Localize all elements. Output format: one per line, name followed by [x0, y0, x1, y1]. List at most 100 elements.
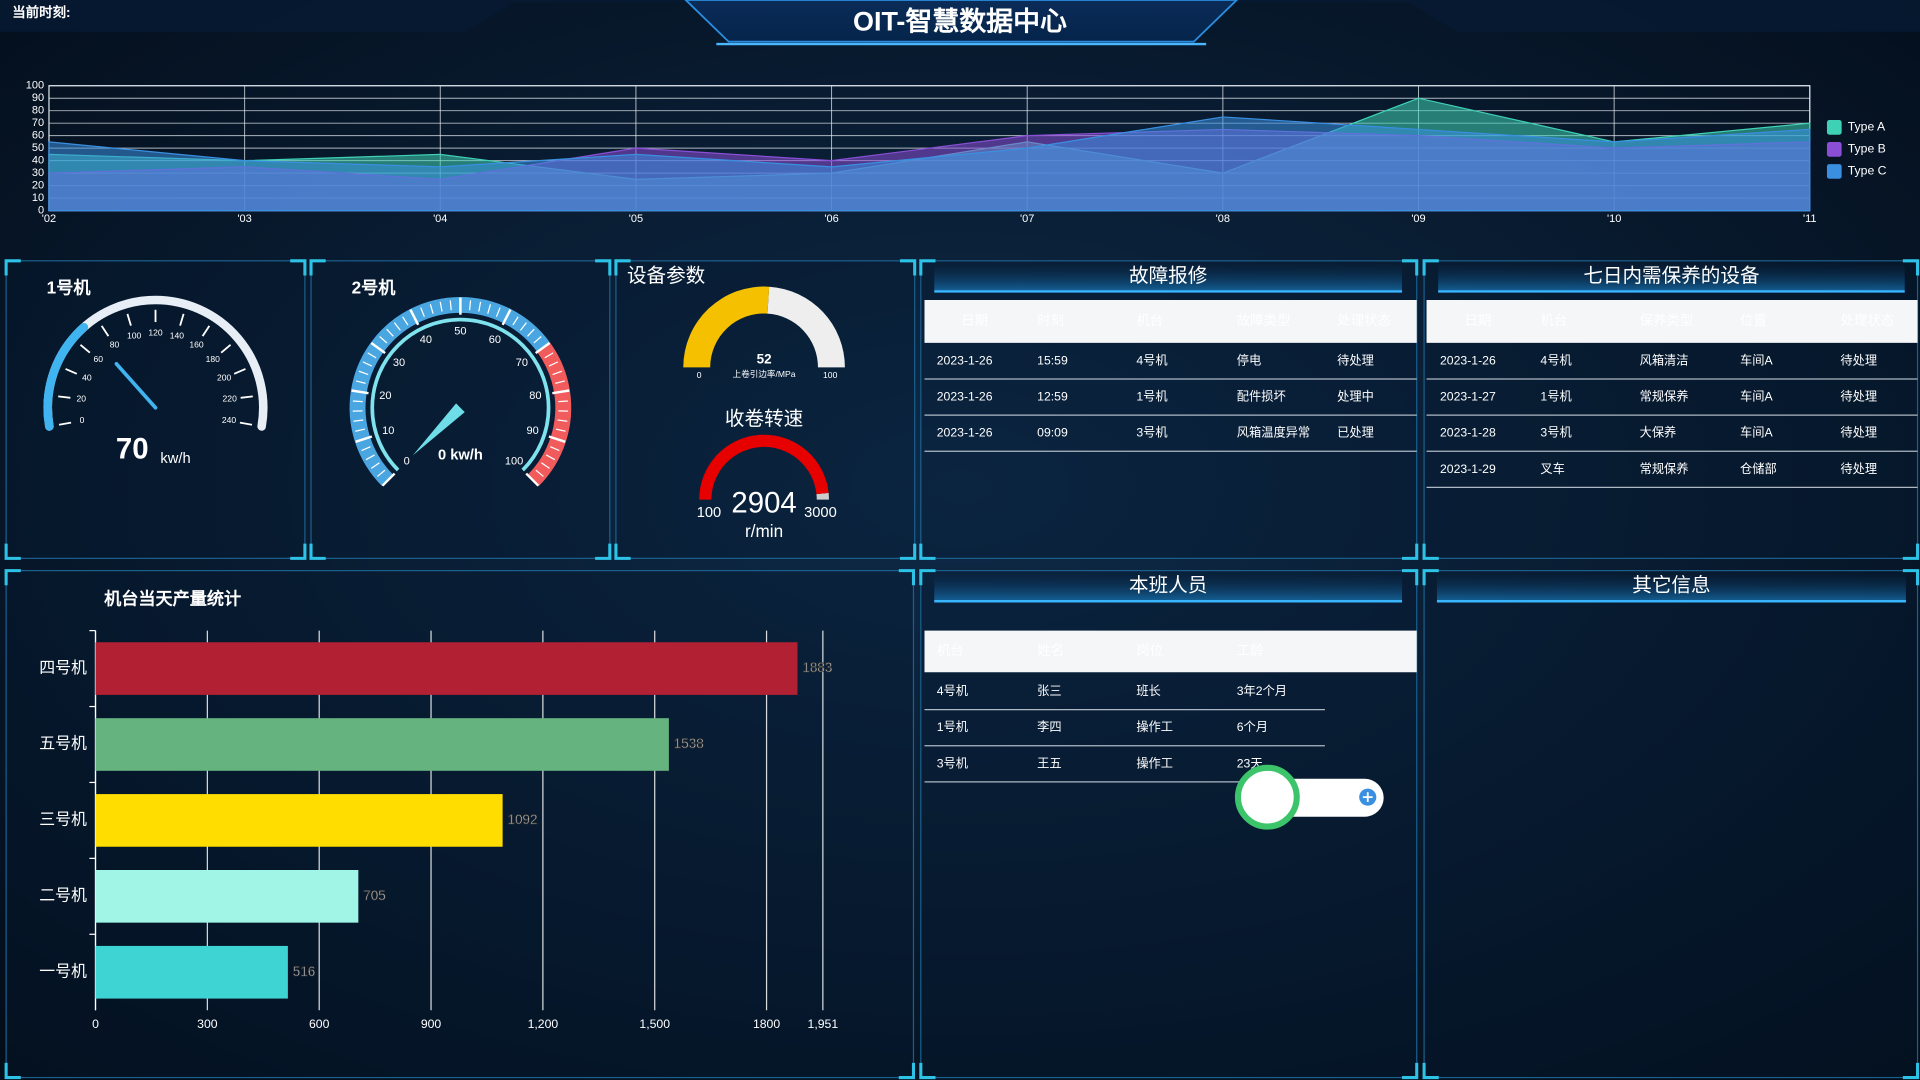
bar-value-label: 516 — [293, 964, 315, 979]
gauge-tick — [126, 313, 132, 326]
gauge-tick-label: 60 — [489, 334, 501, 346]
gauge-minor-tick — [527, 328, 535, 337]
y-tick-label: 70 — [32, 117, 44, 129]
table-header-cell: 时刻 — [1037, 313, 1064, 328]
table-cell: 6个月 — [1237, 720, 1268, 734]
gauge-tick-label: 220 — [223, 393, 238, 403]
x-tick-label: 1,500 — [639, 1017, 670, 1031]
gauge-minor-tick — [478, 301, 482, 312]
gauge-title: 收卷转速 — [725, 408, 803, 430]
gauge-tick — [220, 344, 232, 354]
table-header-cell: 机台 — [1136, 313, 1163, 328]
table-header-band — [1426, 300, 1918, 343]
y-tick-label: 60 — [32, 130, 44, 142]
table-cell: 车间A — [1740, 389, 1773, 404]
table-header-cell: 处理状态 — [1840, 313, 1894, 328]
gauge-tick-label: 3000 — [804, 505, 837, 521]
x-tick-label: '10 — [1607, 213, 1621, 225]
gauge-minor-tick — [376, 469, 386, 477]
gauge-minor-tick — [393, 322, 401, 331]
x-tick-label: '03 — [237, 213, 251, 225]
widget-button-plus — [1362, 792, 1373, 803]
gauge-tick-label: 120 — [148, 327, 163, 337]
gauge-tick-label: 0 — [697, 370, 702, 380]
gauge-tick-label: 40 — [82, 372, 92, 382]
table-cell: 已处理 — [1337, 426, 1374, 440]
clock-label: 当前时刻: — [12, 4, 70, 20]
content: 0102030405060708090100'02'03'04'05'06'07… — [4, 80, 1920, 1080]
gauge-tick — [240, 395, 253, 399]
widget-load-unit: % — [1275, 795, 1285, 807]
gauge-tick — [355, 435, 373, 443]
gauge-band — [350, 342, 384, 394]
gauge-minor-tick — [487, 304, 492, 314]
gauge-minor-tick — [353, 419, 364, 422]
x-tick-label: 1,951 — [808, 1017, 839, 1031]
gauge-pointer — [114, 362, 158, 410]
gauge-value: 70 — [116, 432, 149, 465]
gauge-minor-tick — [352, 400, 363, 403]
gauge-band — [527, 436, 566, 487]
table-header-cell: 机台 — [937, 643, 964, 658]
header-band — [0, 0, 1920, 32]
gauge-minor-tick — [367, 352, 377, 359]
gauge-tick — [370, 341, 386, 355]
x-tick-label: 0 — [92, 1017, 99, 1031]
table-cell: 车间A — [1740, 425, 1773, 440]
table-cell: 待处理 — [1840, 462, 1877, 476]
page-title: OIT-智慧数据中心 — [853, 6, 1067, 36]
table-cell: 常规保养 — [1640, 389, 1689, 404]
gauge-tick-label: 140 — [170, 330, 185, 340]
table-cell: 风箱清洁 — [1640, 352, 1689, 367]
legend-swatch — [1826, 120, 1842, 135]
legend-label: Type A — [1848, 120, 1886, 134]
gauge-minor-tick — [557, 419, 568, 422]
y-tick-label: 100 — [26, 80, 44, 92]
table-cell: 待处理 — [1337, 353, 1374, 367]
gauge-tick — [409, 309, 420, 326]
table-header-cell: 故障类型 — [1237, 313, 1291, 328]
gauge-tick-label: 90 — [526, 425, 538, 437]
gauge-unit: kw/h — [160, 451, 190, 467]
gauge-tick-label: 0 — [404, 455, 410, 467]
gauge-tick — [58, 395, 71, 399]
x-tick-label: '02 — [42, 213, 56, 225]
gauge-band — [349, 390, 371, 442]
table-cell: 2023-1-28 — [1440, 426, 1496, 440]
table-title: 本班人员 — [1129, 575, 1207, 597]
table-cell: 3号机 — [1136, 426, 1167, 440]
legend-label: Type B — [1848, 142, 1886, 156]
table-header-band — [924, 630, 1417, 673]
table-cell: 1号机 — [1136, 390, 1167, 404]
gauge-tick-label: 40 — [420, 334, 432, 346]
table-cell: 2023-1-26 — [1440, 353, 1496, 367]
table-cell: 李四 — [1037, 719, 1061, 734]
widget-cpu-temp: 82°C — [1327, 802, 1349, 813]
gauge-band — [410, 296, 461, 324]
table-header-cell: 保养类型 — [1640, 313, 1694, 328]
gauge-minor-tick — [548, 361, 559, 367]
widget-cpu-label: CPU — [1304, 802, 1325, 813]
chart-title: 机台当天产量统计 — [104, 589, 241, 609]
gauge-minor-tick — [429, 304, 434, 314]
gauge-tick-label: 240 — [222, 415, 237, 425]
x-tick-label: 300 — [197, 1017, 218, 1031]
gauge-progress — [699, 434, 829, 500]
gauge-minor-tick — [541, 462, 550, 469]
gauge-tick-label: 70 — [516, 357, 528, 369]
table-cell: 配件损坏 — [1237, 390, 1286, 404]
table-header-cell: 日期 — [1464, 313, 1491, 328]
table-header-cell: 处理状态 — [1337, 313, 1391, 328]
widget-load: 65 — [1252, 785, 1272, 806]
y-tick-label: 20 — [32, 180, 44, 192]
table-header-cell: 日期 — [961, 313, 988, 328]
gauge-tick-label: 200 — [217, 372, 232, 382]
gauge-minor-tick — [535, 469, 544, 477]
gauge-minor-tick — [519, 322, 527, 331]
gauge-minor-tick — [449, 300, 452, 311]
table-cell: 3号机 — [1540, 426, 1571, 440]
x-tick-label: '09 — [1411, 213, 1425, 225]
gauge-minor-tick — [550, 446, 560, 452]
table-cell: 大保养 — [1640, 425, 1677, 440]
gauge-minor-tick — [379, 336, 388, 344]
